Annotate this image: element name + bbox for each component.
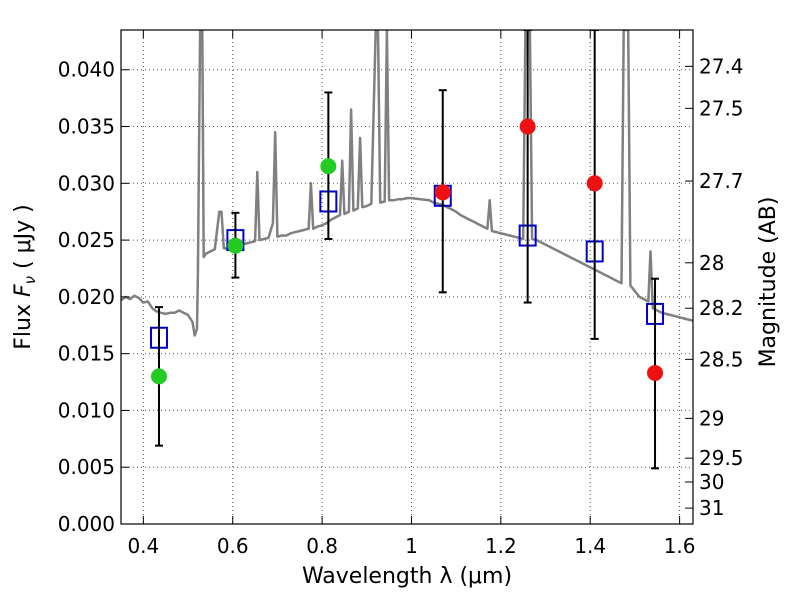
y-axis-label-left: Flux Fν ( μJy ): [11, 204, 39, 349]
model-spectrum: [121, 30, 693, 337]
observed-point: [519, 118, 536, 135]
y-tick-label: 0.005: [58, 455, 115, 479]
x-tick-label: 1.6: [664, 534, 696, 558]
x-axis-label: Wavelength λ (μm): [302, 564, 512, 589]
magnitude-tick-label: 27.5: [699, 96, 744, 120]
magnitude-tick-label: 28: [699, 251, 724, 275]
x-tick-label: 1.2: [485, 534, 517, 558]
axes: 0.4 0.6 0.8 1 1.2 1.4 1.6 0.000 0.005 0.010 0.015 0…: [58, 30, 744, 558]
y-tick-label: 0.000: [58, 512, 115, 536]
y-tick-label: 0.015: [58, 342, 115, 366]
x-tick-label: 0.4: [127, 534, 159, 558]
y-tick-label: 0.020: [58, 285, 115, 309]
magnitude-tick-label: 27.7: [699, 169, 744, 193]
magnitude-tick-label: 28.2: [699, 296, 744, 320]
y-tick-label: 0.025: [58, 228, 115, 252]
y-tick-label: 0.035: [58, 115, 115, 139]
x-tick-label: 1: [405, 534, 418, 558]
data-markers: [149, 30, 665, 470]
plot-frame: [120, 29, 694, 525]
magnitude-tick-label: 29: [699, 406, 724, 430]
observed-point: [320, 158, 337, 175]
y-tick-label: 0.010: [58, 398, 115, 422]
y-tick-label: 0.040: [58, 58, 115, 82]
y-axis-label-right: Magnitude (AB): [756, 197, 781, 368]
magnitude-tick-label: 29.5: [699, 446, 744, 470]
magnitude-tick-label: 27.4: [699, 54, 744, 78]
spectrum-line: [121, 30, 693, 337]
x-tick-label: 0.8: [306, 534, 338, 558]
magnitude-tick-label: 30: [699, 470, 724, 494]
observed-point: [150, 368, 167, 385]
observed-point: [586, 175, 603, 192]
y-tick-label: 0.030: [58, 171, 115, 195]
observed-point: [647, 364, 664, 381]
magnitude-tick-label: 28.5: [699, 347, 744, 371]
x-tick-label: 1.4: [574, 534, 606, 558]
magnitude-tick-label: 31: [699, 496, 724, 520]
observed-point: [227, 237, 244, 254]
observed-point: [434, 184, 451, 201]
x-tick-label: 0.6: [217, 534, 249, 558]
